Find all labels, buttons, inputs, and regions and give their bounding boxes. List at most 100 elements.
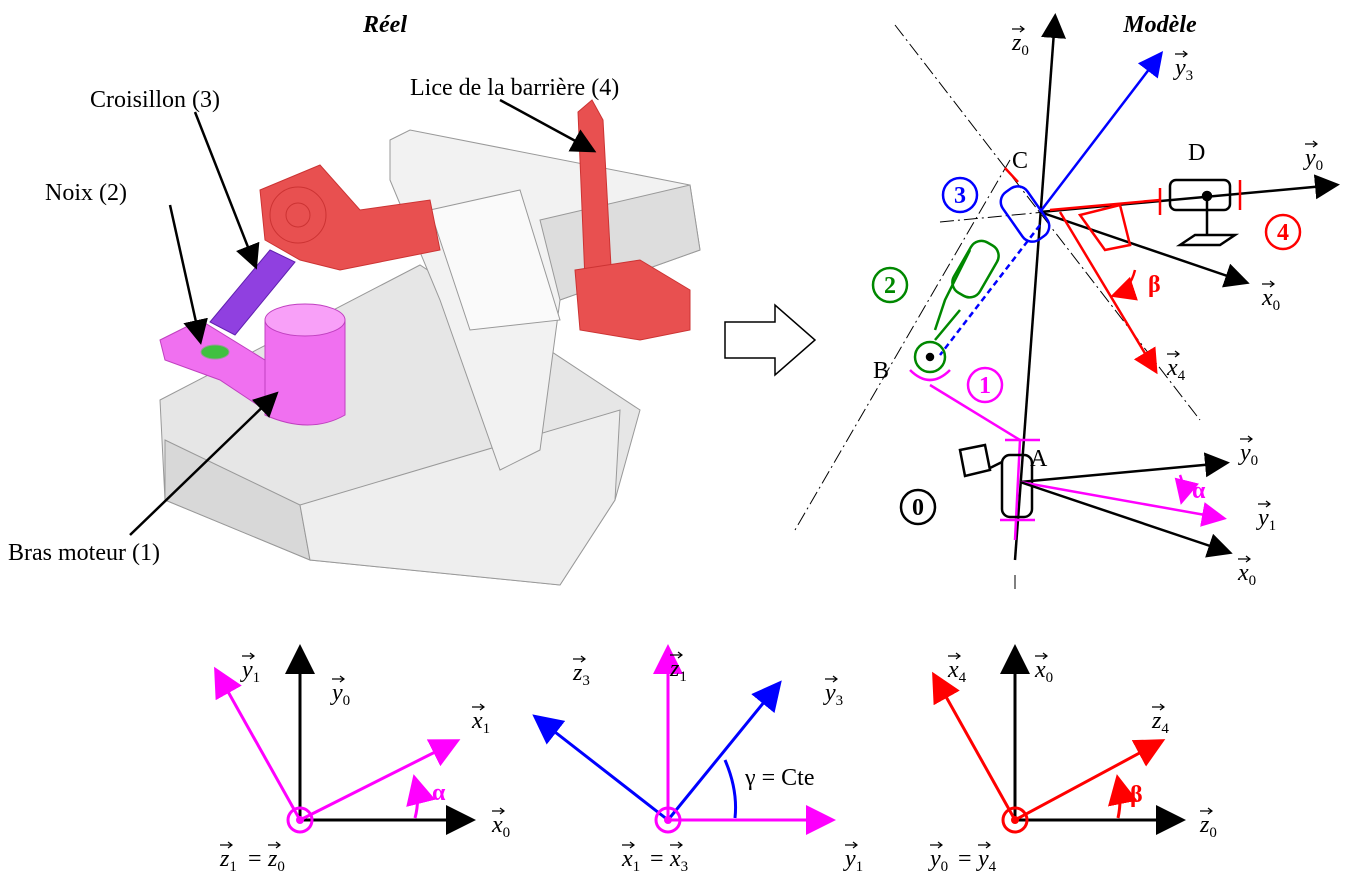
vector-subscript: 3	[681, 859, 689, 875]
solid-number: 2	[884, 273, 896, 299]
vector-subscript: 4	[1161, 721, 1169, 737]
vector-letter: y	[823, 680, 836, 706]
angle-label: γ = Cte	[744, 765, 814, 791]
vector-label: y4	[976, 846, 997, 875]
equals-sign: =	[650, 846, 664, 872]
solid-number: 1	[979, 373, 991, 399]
vector-label: x0	[1237, 560, 1256, 589]
vector-label: y0	[1303, 145, 1323, 174]
vector-subscript: 0	[1249, 573, 1257, 589]
vector-subscript: 1	[1269, 518, 1277, 534]
panel-title: Réel	[362, 12, 407, 38]
solid-number: 3	[954, 183, 966, 209]
vector-letter: z	[1199, 812, 1210, 838]
angle-label: α	[1192, 478, 1206, 504]
vector-subscript: 0	[1316, 158, 1324, 174]
vector-letter: y	[1238, 440, 1251, 466]
figure: Réel Modèle Lice de la barrière (4) Croisil…	[0, 0, 1351, 881]
robot-render	[160, 100, 815, 585]
vector-letter: x	[1261, 285, 1273, 311]
callout-label: Lice de la barrière (4)	[410, 75, 619, 101]
angle-label: β	[1148, 272, 1161, 298]
vector-label: z0	[1011, 30, 1029, 59]
vector-label: y0	[1238, 440, 1258, 469]
vector-label: z1	[669, 656, 687, 685]
vector-subscript: 1	[253, 670, 261, 686]
vector-subscript: 0	[1209, 825, 1217, 841]
point-label: B	[873, 358, 889, 384]
vector-subscript: 0	[1273, 298, 1281, 314]
vector-letter: z	[1151, 708, 1162, 734]
callout-label: Bras moteur (1)	[8, 540, 160, 566]
vector-label: y3	[823, 680, 843, 709]
vector-subscript: 3	[836, 693, 844, 709]
vector-label: z0	[267, 846, 285, 875]
vector-letter: x	[669, 846, 681, 872]
vector-label: z3	[572, 660, 590, 689]
vector-label: y0	[928, 846, 948, 875]
vector-letter: x	[947, 657, 959, 683]
vector-subscript: 0	[1046, 670, 1054, 686]
vector-label: x0	[491, 812, 510, 841]
vector-subscript: 1	[229, 859, 237, 875]
vector-subscript: 4	[989, 859, 997, 875]
vector-label: x1	[621, 846, 640, 875]
vector-letter: y	[240, 657, 253, 683]
vector-letter: y	[1256, 505, 1269, 531]
vector-label: z1	[219, 846, 237, 875]
vector-subscript: 0	[277, 859, 285, 875]
angle-label: α	[432, 780, 446, 806]
equals-sign: =	[248, 846, 262, 872]
vector-letter: x	[1034, 657, 1046, 683]
vector-letter: x	[621, 846, 633, 872]
vector-letter: y	[330, 680, 343, 706]
vector-subscript: 0	[503, 825, 511, 841]
vector-label: z4	[1151, 708, 1169, 737]
vector-letter: y	[928, 846, 941, 872]
vector-subscript: 0	[1021, 43, 1029, 59]
vector-subscript: 4	[1178, 368, 1186, 384]
vector-letter: y	[1303, 145, 1316, 171]
vector-label: y0	[330, 680, 350, 709]
vector-letter: z	[219, 846, 230, 872]
vector-subscript: 4	[959, 670, 967, 686]
kinematic-model	[795, 18, 1335, 590]
vector-letter: x	[1237, 560, 1249, 586]
vector-label: x4	[1166, 355, 1186, 384]
vector-subscript: 1	[483, 721, 491, 737]
vector-label: x4	[947, 657, 967, 686]
vector-label: y3	[1173, 55, 1193, 84]
point-label: C	[1012, 148, 1028, 174]
vector-subscript: 3	[582, 673, 590, 689]
callout-label: Noix (2)	[45, 180, 127, 206]
vector-subscript: 0	[1251, 453, 1259, 469]
vector-letter: x	[1166, 355, 1178, 381]
callout-label: Croisillon (3)	[90, 87, 220, 113]
vector-letter: y	[843, 846, 856, 872]
solid-number: 4	[1277, 220, 1289, 246]
equals-sign: =	[958, 846, 972, 872]
vector-label: x0	[1261, 285, 1280, 314]
vector-label: z0	[1199, 812, 1217, 841]
vector-letter: y	[1173, 55, 1186, 81]
vector-letter: z	[572, 660, 583, 686]
vector-label: x0	[1034, 657, 1053, 686]
vector-letter: x	[471, 708, 483, 734]
vector-subscript: 1	[679, 669, 687, 685]
vector-letter: z	[267, 846, 278, 872]
point-label: D	[1188, 140, 1205, 166]
vector-label: x1	[471, 708, 490, 737]
vector-subscript: 0	[343, 693, 351, 709]
vector-label: y1	[843, 846, 863, 875]
vector-letter: z	[669, 656, 680, 682]
panel-title: Modèle	[1122, 12, 1197, 38]
angle-label: β	[1130, 782, 1143, 808]
vector-letter: y	[976, 846, 989, 872]
vector-letter: z	[1011, 30, 1022, 56]
vector-subscript: 1	[856, 859, 864, 875]
solid-number: 0	[912, 495, 924, 521]
vector-label: y1	[1256, 505, 1276, 534]
vector-subscript: 0	[941, 859, 949, 875]
vector-subscript: 1	[633, 859, 641, 875]
vector-label: y1	[240, 657, 260, 686]
